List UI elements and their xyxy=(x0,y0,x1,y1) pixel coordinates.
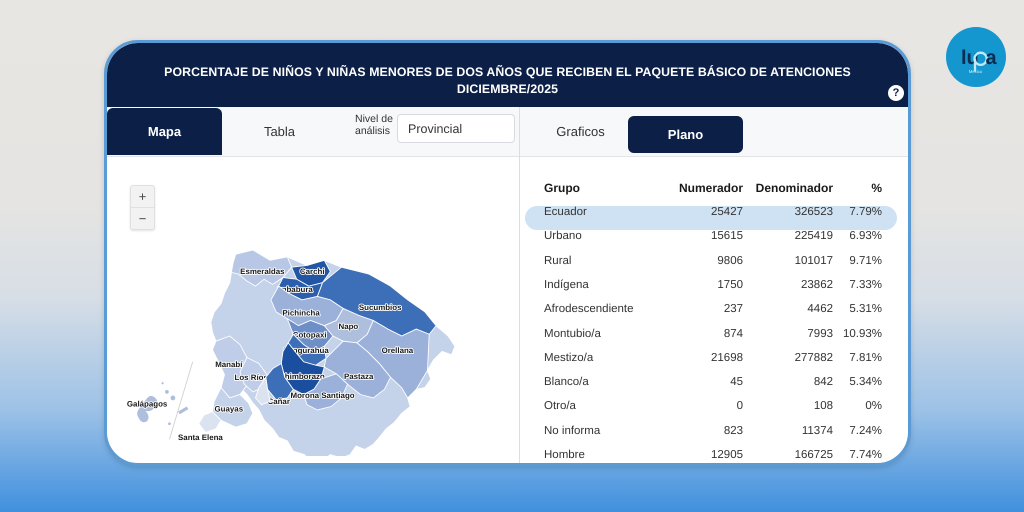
svg-text:Morona Santiago: Morona Santiago xyxy=(291,391,355,400)
svg-text:Pichincha: Pichincha xyxy=(282,308,320,317)
svg-text:Orellana: Orellana xyxy=(382,346,414,355)
svg-text:Sucumbios: Sucumbios xyxy=(359,303,402,312)
svg-text:Napo: Napo xyxy=(338,322,358,331)
svg-text:Manabí: Manabí xyxy=(215,360,243,369)
svg-text:Pastaza: Pastaza xyxy=(344,372,374,381)
svg-text:Cañar: Cañar xyxy=(267,397,290,406)
svg-text:Santa Elena: Santa Elena xyxy=(178,433,224,442)
svg-text:Esmeraldas: Esmeraldas xyxy=(240,267,284,276)
svg-text:Guayas: Guayas xyxy=(215,405,244,414)
svg-text:Cotopaxi: Cotopaxi xyxy=(293,331,327,340)
svg-text:Galápagos: Galápagos xyxy=(127,400,167,409)
svg-text:Mexico: Mexico xyxy=(969,69,983,74)
svg-text:Carchi: Carchi xyxy=(300,267,325,276)
svg-text:Los Ríos: Los Ríos xyxy=(234,373,267,382)
svg-text:a: a xyxy=(986,47,998,69)
